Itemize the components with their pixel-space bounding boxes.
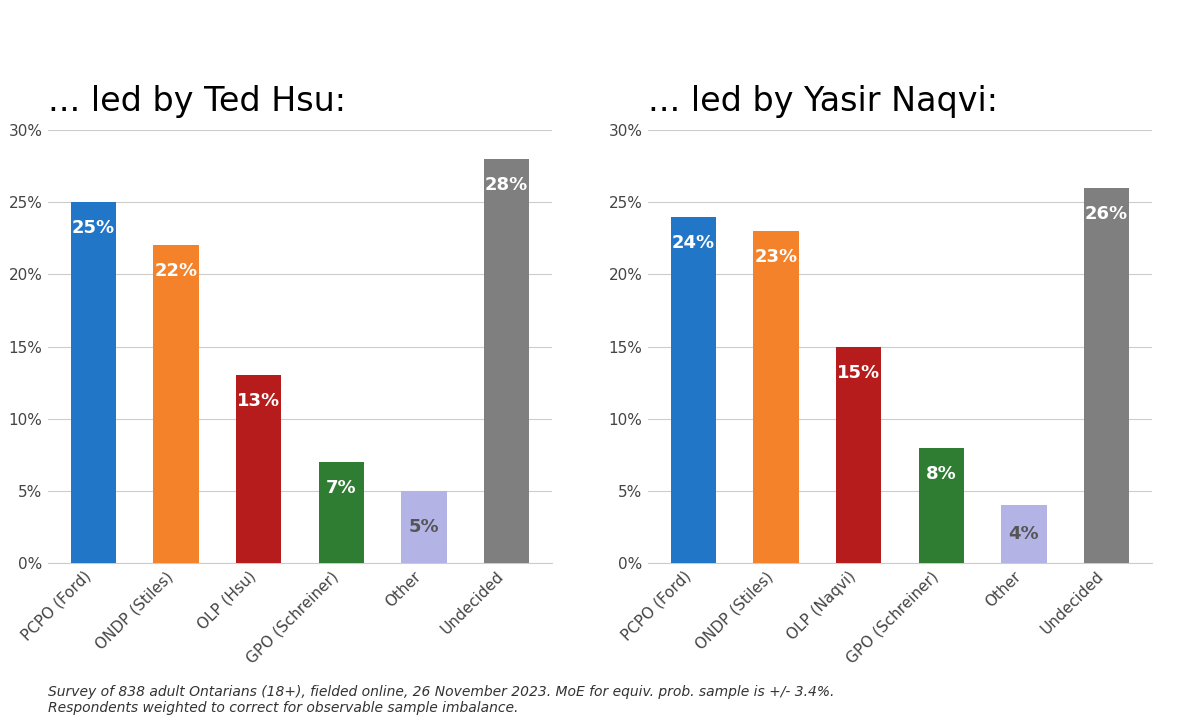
Bar xyxy=(1001,505,1046,563)
Text: 23%: 23% xyxy=(755,248,798,266)
Bar xyxy=(71,202,116,563)
Bar xyxy=(671,217,716,563)
Bar xyxy=(918,448,964,563)
Text: 15%: 15% xyxy=(838,364,881,381)
Bar xyxy=(236,375,282,563)
Text: 26%: 26% xyxy=(1085,205,1128,222)
Bar xyxy=(318,462,364,563)
Bar xyxy=(1084,188,1129,563)
Text: 28%: 28% xyxy=(485,176,528,193)
Text: 4%: 4% xyxy=(1008,526,1039,543)
Bar xyxy=(154,245,199,563)
Text: 8%: 8% xyxy=(926,465,956,482)
Text: 24%: 24% xyxy=(672,234,715,251)
Text: ... led by Ted Hsu:: ... led by Ted Hsu: xyxy=(48,84,346,118)
Bar xyxy=(754,231,799,563)
Bar xyxy=(836,347,882,563)
Text: 5%: 5% xyxy=(408,518,439,536)
Text: 25%: 25% xyxy=(72,219,115,237)
Text: 22%: 22% xyxy=(155,263,198,280)
Text: 13%: 13% xyxy=(238,393,281,410)
Text: Survey of 838 adult Ontarians (18+), fielded online, 26 November 2023. MoE for e: Survey of 838 adult Ontarians (18+), fie… xyxy=(48,684,834,715)
Text: ... led by Yasir Naqvi:: ... led by Yasir Naqvi: xyxy=(648,84,998,118)
Bar xyxy=(401,491,446,563)
Bar xyxy=(484,159,529,563)
Text: 7%: 7% xyxy=(326,479,356,497)
